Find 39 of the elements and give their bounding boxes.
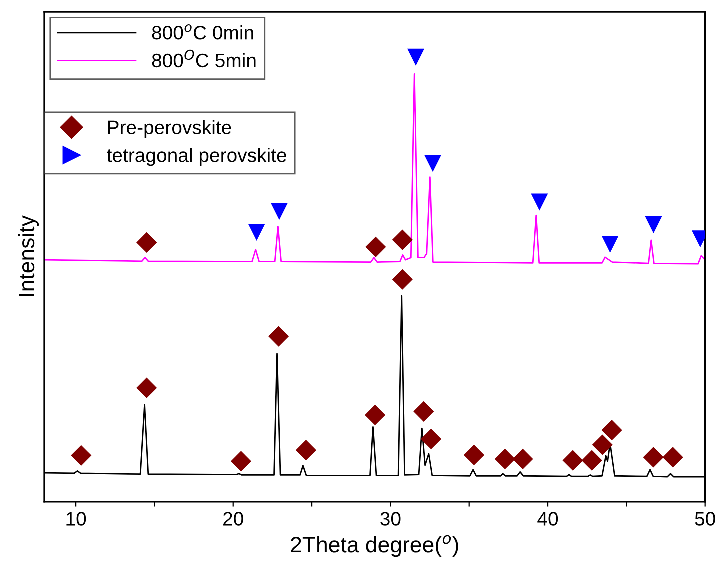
point — [592, 434, 613, 456]
point — [230, 451, 252, 472]
point — [531, 194, 548, 211]
point — [602, 236, 619, 254]
point — [662, 447, 684, 468]
x-tick-label: 20 — [224, 512, 244, 526]
point — [494, 448, 516, 470]
point — [562, 450, 584, 471]
point — [392, 269, 413, 290]
point — [602, 420, 622, 441]
point — [420, 428, 442, 450]
x-axis-title: 2Theta degree($^{o}$) — [291, 535, 458, 558]
point — [392, 230, 413, 250]
point — [643, 447, 664, 468]
point — [582, 450, 602, 471]
point — [414, 401, 434, 422]
point — [71, 445, 92, 466]
point — [645, 216, 662, 234]
point — [270, 203, 288, 220]
legend-label: 800$^{O}$C 5min — [152, 50, 256, 68]
legend-label: tetragonal perovskite — [107, 148, 286, 166]
point — [248, 224, 266, 242]
point — [512, 448, 534, 470]
point — [268, 326, 290, 347]
x-tick-label: 50 — [695, 512, 716, 526]
point — [366, 236, 386, 258]
legend-label: 800$^{o}$C 0min — [152, 24, 254, 40]
x-tick-label: 30 — [380, 512, 401, 526]
x-tick-label: 40 — [538, 512, 558, 526]
point — [136, 232, 158, 254]
legend-label: Pre-perovskite — [108, 120, 232, 138]
point — [464, 444, 485, 466]
point — [424, 155, 442, 172]
point — [364, 404, 386, 426]
point — [136, 378, 158, 398]
point — [408, 48, 425, 66]
point — [296, 440, 317, 461]
x-tick-label: 10 — [66, 512, 86, 526]
y-axis-title: Intensity — [18, 216, 40, 296]
